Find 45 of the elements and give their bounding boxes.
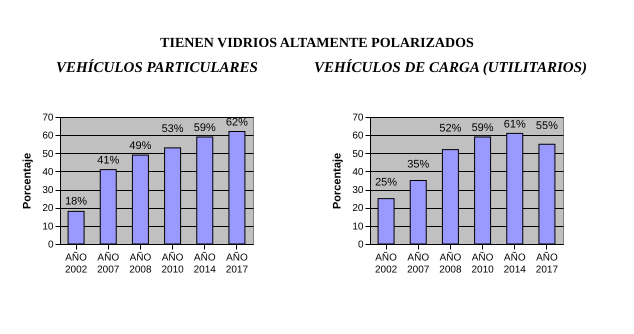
x-tick-label: AÑO 2007: [407, 252, 430, 276]
y-tick-label: 60: [352, 130, 364, 142]
data-label: 55%: [536, 120, 558, 132]
chart-title: VEHÍCULOS PARTICULARES: [55, 58, 259, 78]
data-label: 62%: [226, 116, 248, 129]
y-tick-label: 0: [358, 240, 364, 250]
chart-title: VEHÍCULOS DE CARGA (UTILITARIOS): [313, 58, 588, 78]
y-axis-title: Porcentaje: [331, 152, 344, 210]
x-tick-label: AÑO 2014: [194, 252, 216, 276]
x-tick-label: AÑO 2002: [64, 252, 88, 276]
y-tick-label: 70: [42, 112, 54, 124]
y-tick-label: 70: [352, 112, 364, 124]
data-label: 59%: [472, 122, 494, 134]
data-label: 61%: [504, 118, 526, 130]
data-label: 53%: [162, 122, 184, 135]
x-tick-label: AÑO 2017: [536, 252, 558, 276]
data-label: 49%: [129, 140, 152, 152]
x-tick-label: AÑO 2008: [439, 252, 462, 276]
x-tick-label: AÑO 2010: [161, 252, 184, 276]
y-tick-label: 20: [42, 203, 54, 214]
data-label: 59%: [194, 122, 216, 134]
x-tick-label: AÑO 2017: [226, 252, 248, 276]
text: TIENEN VIDRIOS ALTAMENTE POLARIZADOS: [159, 35, 475, 53]
x-tick-label: AÑO 2008: [129, 252, 152, 276]
y-tick-label: 50: [352, 148, 364, 160]
y-tick-label: 30: [352, 185, 364, 196]
y-tick-label: 60: [42, 130, 54, 142]
data-label: 52%: [439, 122, 462, 135]
x-tick-label: AÑO 2002: [374, 252, 398, 276]
y-axis-title: Porcentaje: [21, 152, 34, 210]
data-label: 25%: [375, 176, 398, 189]
y-tick-label: 20: [352, 203, 364, 214]
y-tick-label: 30: [42, 185, 54, 196]
data-label: 35%: [407, 158, 430, 170]
y-tick-label: 40: [42, 166, 54, 178]
y-tick-label: 10: [352, 221, 364, 232]
y-tick-label: 0: [48, 240, 54, 250]
x-tick-label: AÑO 2014: [504, 252, 526, 276]
data-label: 41%: [97, 154, 120, 167]
x-tick-label: AÑO 2007: [97, 252, 120, 276]
y-tick-label: 50: [42, 148, 54, 160]
y-tick-label: 40: [352, 166, 364, 178]
x-tick-label: AÑO 2010: [471, 252, 494, 276]
data-label: 18%: [65, 195, 88, 208]
y-tick-label: 10: [42, 221, 54, 232]
